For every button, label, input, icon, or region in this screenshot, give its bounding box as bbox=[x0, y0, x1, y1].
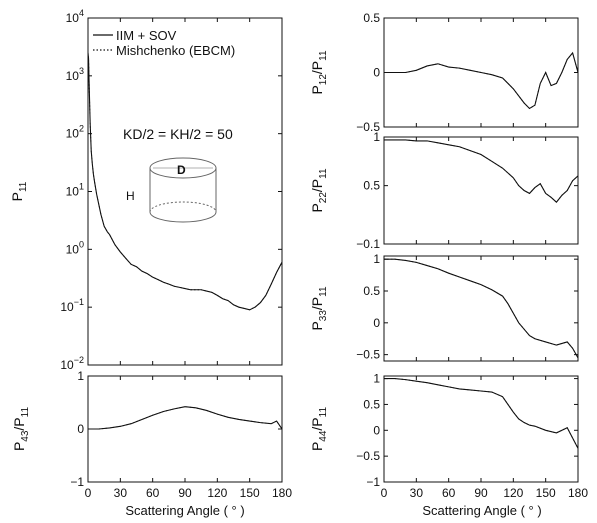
legend-solid-label: IIM + SOV bbox=[116, 28, 177, 43]
series-line-p22-iim bbox=[384, 139, 578, 203]
x-tick-label-p43: 150 bbox=[240, 486, 260, 500]
panel-p33: −0.5 0 0.5 1 P33​/P11​ bbox=[309, 252, 579, 362]
x-tick-label-p44: 180 bbox=[568, 486, 588, 500]
series-line-p12-ebcm bbox=[384, 51, 578, 110]
x-tick-label-p43: 120 bbox=[207, 486, 227, 500]
y-axis-label-p22: P22​/P11​ bbox=[309, 168, 329, 213]
x-axis-label-right: Scattering Angle ( ° ) bbox=[422, 503, 541, 518]
y-tick-label-p44: 1 bbox=[373, 372, 380, 386]
x-tick-label-p43: 60 bbox=[146, 486, 160, 500]
x-tick-label-p43: 0 bbox=[85, 486, 92, 500]
panel-p44: −1 −0.5 0 0.5 1 0 30 60 90 120 150 180 P44​/P11​ bbox=[309, 372, 588, 500]
y-axis-label-p11: P11​ bbox=[9, 181, 29, 201]
x-tick-label-p44: 90 bbox=[474, 486, 488, 500]
cylinder-label-d: D bbox=[177, 163, 186, 177]
cylinder-label-h: H bbox=[126, 189, 135, 203]
y-axis-label-p43: P43​/P11​ bbox=[11, 407, 31, 452]
size-annotation: KD/2 = KH/2 = 50 bbox=[123, 126, 233, 142]
y-tick-label-p11: 103 bbox=[66, 66, 84, 83]
x-tick-label-p43: 90 bbox=[178, 486, 192, 500]
plot-frame-p11 bbox=[87, 17, 283, 366]
y-tick-label-p22: −0.1 bbox=[356, 237, 380, 251]
series-line-p43-ebcm bbox=[88, 406, 282, 430]
x-tick-label-p43: 180 bbox=[272, 486, 292, 500]
series-line-p22-ebcm bbox=[384, 139, 578, 203]
y-tick-label-p12: −0.5 bbox=[356, 120, 380, 134]
x-tick-label-p44: 60 bbox=[442, 486, 456, 500]
cylinder-icon bbox=[149, 157, 217, 223]
series-line-p44-iim bbox=[384, 378, 578, 449]
plot-frame-p22 bbox=[383, 136, 579, 245]
x-axis-label-left: Scattering Angle ( ° ) bbox=[125, 503, 244, 518]
plot-frame-p44 bbox=[383, 375, 579, 483]
y-tick-label-p43: 0 bbox=[77, 422, 84, 436]
y-tick-label-p12: 0.5 bbox=[363, 11, 380, 25]
plot-frame-p43 bbox=[87, 375, 283, 483]
series-line-p11-ebcm bbox=[88, 52, 282, 311]
x-tick-label-p44: 30 bbox=[410, 486, 424, 500]
y-axis-label-p12: P12​/P11​ bbox=[309, 50, 329, 95]
y-tick-label-p33: −0.5 bbox=[356, 348, 380, 362]
panel-p22: −0.1 0.5 1 P22​/P11​ bbox=[309, 130, 579, 251]
series-line-p44-ebcm bbox=[384, 378, 578, 449]
legend: IIM + SOV Mishchenko (EBCM) bbox=[93, 28, 235, 58]
x-tick-label-p44: 120 bbox=[503, 486, 523, 500]
y-tick-label-p44: −1 bbox=[366, 475, 380, 489]
series-line-p43-iim bbox=[88, 406, 282, 430]
y-tick-label-p12: 0 bbox=[373, 66, 380, 80]
legend-dotted-label: Mishchenko (EBCM) bbox=[116, 43, 235, 58]
y-tick-label-p44: 0.5 bbox=[363, 397, 380, 411]
x-tick-label-p43: 30 bbox=[114, 486, 128, 500]
y-tick-label-p33: 1 bbox=[373, 252, 380, 266]
y-tick-label-p11: 102 bbox=[66, 124, 84, 141]
x-tick-label-p44: 0 bbox=[381, 486, 388, 500]
y-tick-label-p43: 1 bbox=[77, 369, 84, 383]
plot-frame-p33 bbox=[383, 255, 579, 362]
series-line-p33-iim bbox=[384, 258, 578, 359]
series-line-p11-iim bbox=[88, 52, 282, 311]
panel-p12: −0.5 0 0.5 P12​/P11​ bbox=[309, 11, 579, 134]
series-line-p12-iim bbox=[384, 51, 578, 110]
y-tick-label-p33: 0.5 bbox=[363, 284, 380, 298]
y-tick-label-p43: −1 bbox=[70, 475, 84, 489]
y-tick-label-p44: −0.5 bbox=[356, 449, 380, 463]
y-tick-label-p22: 1 bbox=[373, 130, 380, 144]
x-tick-label-p44: 150 bbox=[536, 486, 556, 500]
y-axis-label-p44: P44​/P11​ bbox=[309, 407, 329, 452]
y-tick-label-p33: 0 bbox=[373, 316, 380, 330]
y-tick-label-p11: 100 bbox=[66, 239, 84, 256]
y-tick-label-p11: 10−1 bbox=[60, 297, 84, 314]
y-tick-label-p11: 101 bbox=[66, 182, 84, 199]
y-axis-label-p33: P33​/P11​ bbox=[309, 286, 329, 331]
y-tick-label-p44: 0 bbox=[373, 423, 380, 437]
y-tick-label-p22: 0.5 bbox=[363, 179, 380, 193]
y-tick-label-p11: 104 bbox=[66, 8, 84, 25]
